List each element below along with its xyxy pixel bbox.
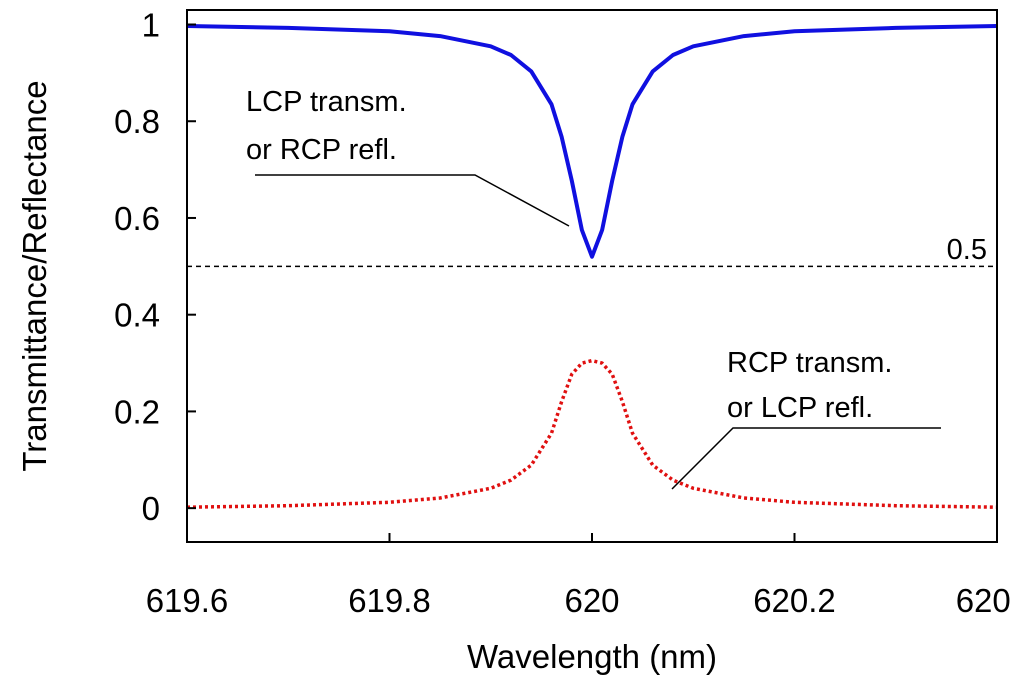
y-tick-label: 0.6 [114, 200, 160, 237]
y-tick-label: 0.2 [114, 393, 160, 430]
annotation-1-line-1: LCP transm. [246, 86, 407, 118]
annotation-1-line-2: or RCP refl. [246, 134, 397, 166]
x-tick-label: 620.2 [753, 582, 836, 619]
plot-background [187, 10, 997, 542]
annotation-2-line-1: RCP transm. [727, 347, 892, 379]
series-line-1 [186, 24, 998, 259]
x-tick-label: 620.4 [956, 582, 1013, 619]
series-line-2 [186, 358, 998, 509]
x-axis-label: Wavelength (nm) [467, 638, 717, 675]
y-ticks: 0 0.2 0.4 0.6 0.8 1 [114, 7, 196, 527]
y-axis-label: Transmittance/Reflectance [16, 80, 53, 471]
plot-area [187, 10, 997, 542]
y-tick-label: 1 [142, 7, 160, 44]
y-tick-label: 0 [142, 490, 160, 527]
annotations: LCP transm. or RCP refl. RCP transm. or … [246, 86, 941, 490]
series-group [186, 24, 998, 509]
y-tick-label: 0.8 [114, 103, 160, 140]
y-tick-label: 0.4 [114, 297, 160, 334]
reference-line-label: 0.5 [947, 234, 987, 266]
annotation-1-leader [255, 174, 570, 227]
x-tick-label: 619.8 [348, 582, 431, 619]
annotation-2-line-2: or LCP refl. [727, 392, 873, 424]
x-ticks: 619.6 619.8 620 620.2 620.4 [146, 533, 1013, 619]
x-tick-label: 620 [564, 582, 619, 619]
annotation-2-leader [671, 427, 941, 490]
x-tick-label: 619.6 [146, 582, 229, 619]
